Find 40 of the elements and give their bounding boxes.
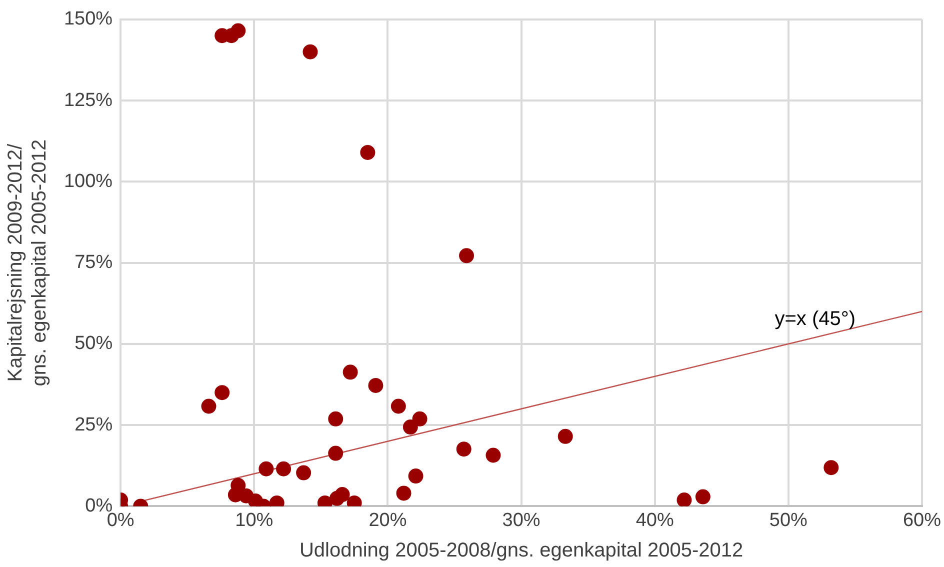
y-tick-label: 100% <box>64 170 113 192</box>
point <box>412 411 428 426</box>
point <box>459 248 474 264</box>
y-tick-label: 25% <box>74 414 113 436</box>
point <box>214 385 230 400</box>
point <box>230 23 246 38</box>
point <box>368 378 384 393</box>
point <box>695 489 710 504</box>
point <box>676 492 692 506</box>
x-axis-title: Udlodning 2005-2008/gns. egenkapital 2005-2012 <box>299 540 744 562</box>
point <box>396 486 412 501</box>
point <box>302 44 318 60</box>
point <box>342 364 358 380</box>
point <box>824 460 839 476</box>
point <box>408 468 424 484</box>
x-tick-label: 20% <box>368 510 407 531</box>
x-tick-label: 60% <box>902 510 942 531</box>
point <box>360 144 376 160</box>
point <box>258 461 274 476</box>
point <box>276 461 292 476</box>
point <box>296 465 312 480</box>
point <box>456 442 472 457</box>
y-tick-label: 50% <box>74 333 113 354</box>
point <box>486 448 501 463</box>
point <box>402 420 418 435</box>
y-axis-title: Kapitalrejsning 2009-2012/ gns. egenkapital 2005-2012 <box>4 139 51 386</box>
point <box>201 398 216 414</box>
x-tick-label: 40% <box>636 510 674 531</box>
y-tick-label: 75% <box>74 252 113 274</box>
point <box>328 446 344 461</box>
x-tick-label: 30% <box>502 510 540 531</box>
point <box>390 398 406 414</box>
point <box>328 411 344 426</box>
point <box>334 487 350 502</box>
y-tick-label: 150% <box>64 8 113 30</box>
annotation: y=x (45°) <box>774 308 856 330</box>
x-tick-label: 50% <box>769 510 808 531</box>
x-tick-label: 10% <box>235 510 274 531</box>
y-tick-label: 125% <box>64 90 113 111</box>
point <box>558 428 573 444</box>
